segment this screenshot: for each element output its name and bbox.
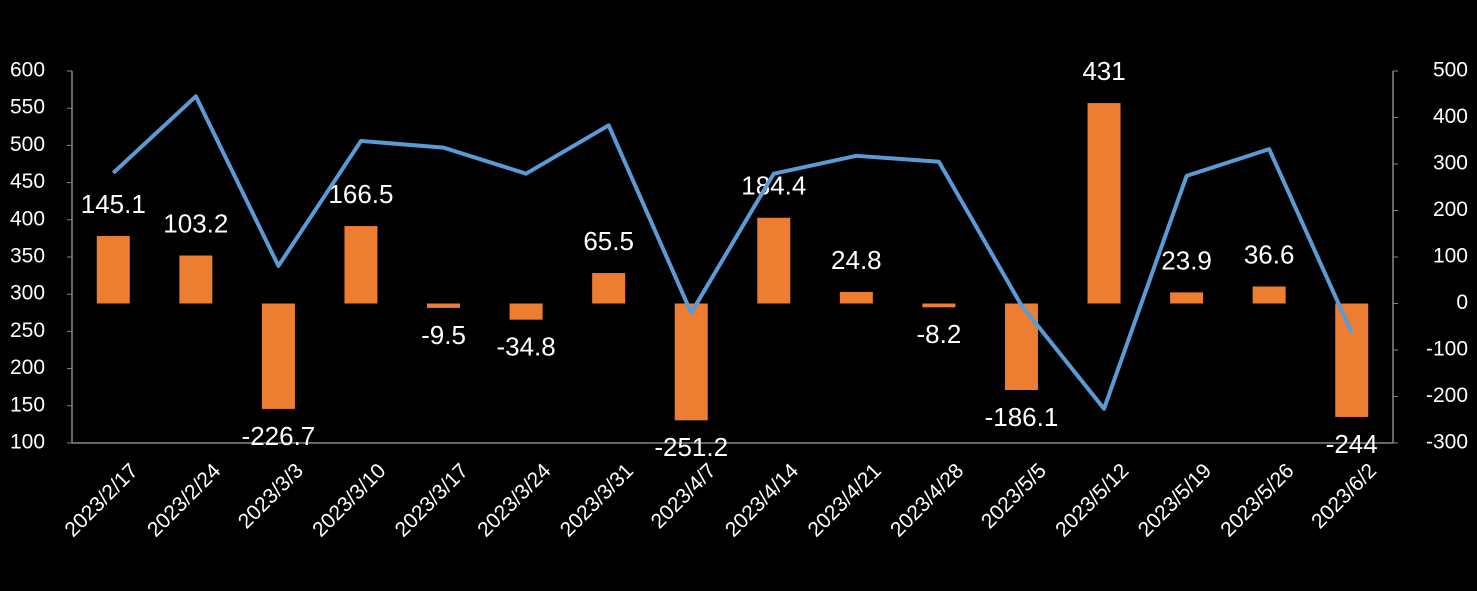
y-tick-label: 450 [10, 170, 45, 193]
bar [1087, 103, 1121, 304]
y-tick-label: 300 [10, 282, 45, 305]
x-tick-label: 2023/4/14 [721, 459, 804, 542]
bar [179, 255, 213, 304]
value-label: -251.2 [654, 432, 728, 462]
value-label: 36.6 [1244, 239, 1295, 269]
bar [261, 303, 295, 409]
bar [509, 303, 543, 320]
y-tick-label: 500 [10, 133, 45, 156]
y2-tick-label: -300 [1426, 431, 1468, 454]
bar [1252, 286, 1286, 304]
y2-tick-label: 400 [1433, 105, 1468, 128]
value-label: 24.8 [831, 245, 882, 275]
bar [1170, 292, 1204, 304]
y-tick-label: 350 [10, 245, 45, 268]
bar [1335, 303, 1369, 417]
y-tick-label: 100 [10, 431, 45, 454]
y2-tick-label: 300 [1433, 152, 1468, 175]
value-label: 103.2 [163, 208, 228, 238]
x-tick-label: 2023/6/2 [1307, 459, 1381, 533]
x-tick-label: 2023/4/28 [886, 459, 968, 541]
x-tick-label: 2023/5/12 [1051, 459, 1133, 541]
y2-tick-label: 100 [1433, 245, 1468, 268]
value-label: -34.8 [496, 332, 555, 362]
value-label: 65.5 [583, 226, 634, 256]
value-label: -244 [1326, 429, 1378, 459]
value-label: -186.1 [985, 402, 1059, 432]
value-label: -226.7 [242, 421, 316, 451]
value-label: 166.5 [328, 179, 393, 209]
y2-tick-label: 0 [1456, 291, 1468, 314]
x-tick-label: 2023/3/10 [308, 459, 390, 541]
value-label: 145.1 [81, 189, 146, 219]
value-label: -8.2 [917, 319, 962, 349]
bar [96, 236, 130, 304]
y-tick-label: 550 [10, 96, 45, 119]
y-tick-label: 400 [10, 207, 45, 230]
x-tick-label: 2023/4/21 [803, 459, 885, 541]
x-tick-label: 2023/3/3 [234, 459, 308, 533]
x-tick-label: 2023/5/19 [1134, 459, 1216, 541]
value-label: -9.5 [421, 320, 466, 350]
value-label: 431 [1082, 56, 1125, 86]
x-tick-label: 2023/2/17 [60, 459, 142, 541]
y-tick-label: 200 [10, 356, 45, 379]
x-tick-label: 2023/3/31 [556, 459, 638, 541]
y2-tick-label: -200 [1426, 384, 1468, 407]
x-tick-label: 2023/2/24 [143, 459, 226, 542]
bar [427, 303, 461, 308]
x-tick-label: 2023/4/7 [647, 459, 721, 533]
x-tick-label: 2023/5/5 [977, 459, 1051, 533]
x-tick-label: 2023/5/26 [1216, 459, 1298, 541]
y-tick-label: 600 [10, 59, 45, 82]
bar [592, 273, 626, 304]
value-label: 23.9 [1161, 245, 1212, 275]
y2-tick-label: -100 [1426, 338, 1468, 361]
line [111, 94, 1354, 411]
y-tick-label: 150 [10, 393, 45, 416]
x-tick-label: 2023/3/17 [391, 459, 473, 541]
y2-tick-label: 500 [1433, 59, 1468, 82]
x-tick-label: 2023/3/24 [473, 459, 556, 542]
bar [922, 303, 956, 308]
bar [674, 303, 708, 421]
bar [839, 291, 873, 304]
y2-tick-label: 200 [1433, 198, 1468, 221]
bar [344, 226, 378, 304]
bar [1004, 303, 1038, 391]
y-tick-label: 250 [10, 319, 45, 342]
bar [757, 217, 791, 304]
